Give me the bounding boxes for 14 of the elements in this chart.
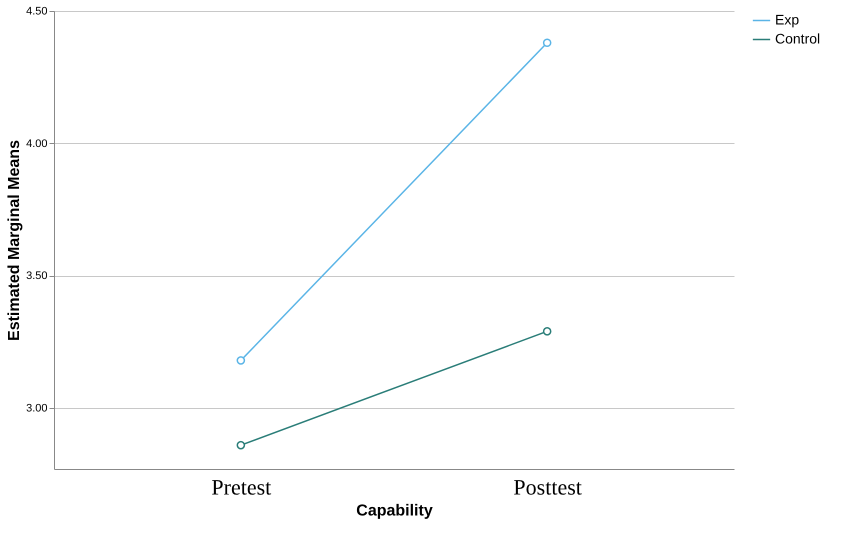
y-tick-label: 4.50 [26,6,48,18]
point [542,38,552,48]
y-tick-label: 4.00 [26,138,48,150]
y-tick-label: 3.50 [26,270,48,282]
y-axis-title: Estimated Marginal Means [6,140,24,341]
x-tick-label: Pretest [211,474,272,500]
x-axis-title: Capability [356,502,433,520]
legend-label: Exp [775,12,800,28]
legend-label: Control [775,30,820,46]
point [236,356,246,365]
point [542,327,552,336]
point [236,440,246,450]
y-tick-label: 3.00 [26,402,48,415]
x-tick-label: Posttest [513,474,582,500]
